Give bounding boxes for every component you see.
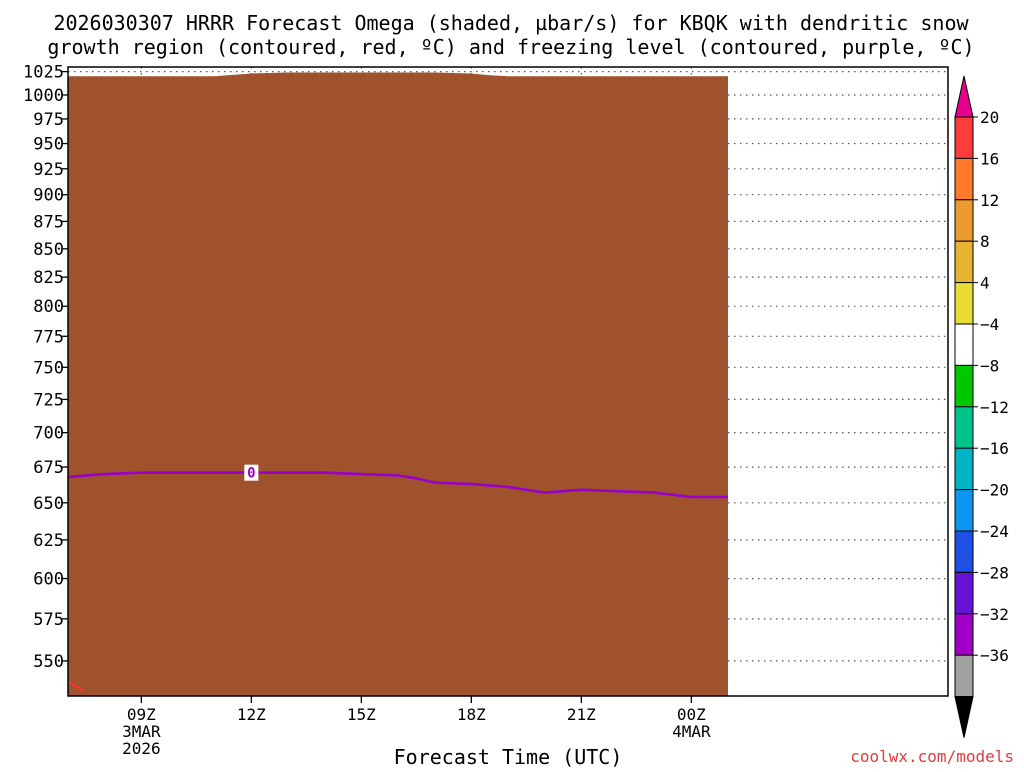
- colorbar-tick-label: 16: [980, 149, 999, 168]
- y-tick-label: 800: [33, 297, 64, 317]
- y-tick-label: 975: [33, 110, 64, 130]
- credit-label: coolwx.com/models: [850, 747, 1014, 766]
- colorbar-tick-label: −4: [980, 315, 999, 334]
- y-tick-label: 925: [33, 160, 64, 180]
- colorbar-tick-label: 4: [980, 274, 990, 293]
- colorbar-swatch: [954, 447, 974, 491]
- x-tick-label: 21Z: [567, 705, 596, 724]
- colorbar-tick-label: −8: [980, 356, 999, 375]
- colorbar-tick-label: −24: [980, 522, 1009, 541]
- x-tick-label: 3MAR: [122, 722, 161, 741]
- chart-title-line1: 2026030307 HRRR Forecast Omega (shaded, …: [53, 11, 969, 35]
- colorbar-swatch: [954, 282, 974, 325]
- colorbar-swatch: [954, 571, 974, 615]
- y-tick-label: 675: [33, 458, 64, 478]
- colorbar-swatch: [954, 323, 974, 366]
- y-tick-label: 725: [33, 390, 64, 410]
- y-tick-label: 650: [33, 494, 64, 514]
- colorbar-swatch: [954, 530, 974, 573]
- x-tick-label: 00Z: [677, 705, 706, 724]
- colorbar-tick-label: −28: [980, 563, 1009, 582]
- colorbar-tick-label: −16: [980, 439, 1009, 458]
- y-tick-label: 900: [33, 186, 64, 206]
- plot-frame: [67, 66, 949, 697]
- freezing-level-label-bg: [244, 464, 259, 481]
- freezing-level-line: [68, 471, 728, 499]
- colorbar-swatch: [954, 199, 974, 242]
- chart-title-line2: growth region (contoured, red, ºC) and f…: [47, 35, 974, 59]
- y-tick-label: 575: [33, 610, 64, 630]
- x-axis-label: Forecast Time (UTC): [394, 745, 623, 768]
- y-tick-label: 700: [33, 424, 64, 444]
- colorbar-tick-label: −36: [980, 646, 1009, 665]
- x-tick-label: 09Z: [127, 705, 156, 724]
- x-tick-label: 18Z: [457, 705, 486, 724]
- colorbar-bottom-arrow: [954, 696, 974, 738]
- plot-area: 0 550 575 600 625 650 675 700 725 750 775 800 825 850…: [23, 63, 1009, 758]
- y-tick-label: 950: [33, 135, 64, 155]
- colorbar-tick-label: −12: [980, 398, 1009, 417]
- y-tick-label: 1000: [23, 86, 64, 106]
- colorbar-swatch: [954, 489, 974, 532]
- y-tick-label: 875: [33, 212, 64, 232]
- y-tick-label: 775: [33, 327, 64, 347]
- ground-surface-band: [68, 72, 728, 696]
- colorbar-swatch: [954, 654, 974, 698]
- freezing-level-contour-label: 0: [247, 466, 255, 482]
- colorbar-swatch: [954, 406, 974, 449]
- colorbar-swatch: [954, 613, 974, 656]
- x-tick-label: 4MAR: [672, 722, 711, 741]
- x-tick-label: 15Z: [347, 705, 376, 724]
- colorbar-swatch: [954, 116, 974, 159]
- dgz-contour-line: [68, 680, 85, 692]
- y-tick-label: 750: [33, 358, 64, 378]
- x-tick-label: 2026: [122, 739, 161, 758]
- colorbar-tick-label: −32: [980, 605, 1009, 624]
- colorbar-tick-label: 20: [980, 108, 999, 127]
- y-tick-label: 625: [33, 531, 64, 551]
- y-tick-label: 550: [33, 652, 64, 672]
- colorbar-swatch: [954, 157, 974, 201]
- colorbar-swatch: [954, 240, 974, 284]
- y-tick-label: 1025: [23, 63, 64, 83]
- colorbar-top-arrow: [954, 75, 974, 118]
- y-tick-label: 850: [33, 240, 64, 260]
- y-tick-label: 600: [33, 570, 64, 590]
- colorbar-tick-label: −20: [980, 481, 1009, 500]
- x-tick-label: 12Z: [237, 705, 266, 724]
- plot-inner: 0: [68, 67, 948, 696]
- colorbar-swatch: [954, 364, 974, 408]
- colorbar-tick-label: 8: [980, 232, 990, 251]
- colorbar-tick-label: 12: [980, 191, 999, 210]
- y-tick-label: 825: [33, 268, 64, 288]
